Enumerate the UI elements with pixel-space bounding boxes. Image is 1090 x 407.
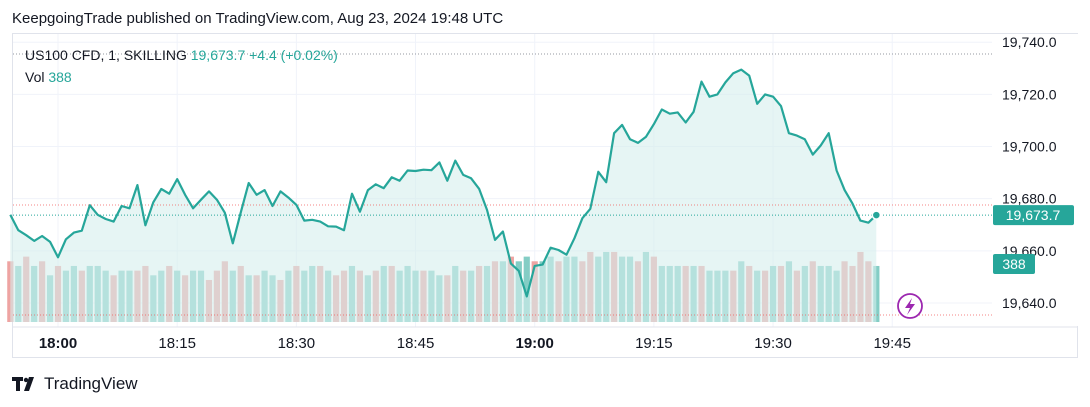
x-tick-label: 19:45 bbox=[873, 335, 911, 352]
volume-legend-value: 388 bbox=[48, 69, 72, 85]
x-tick-label: 19:30 bbox=[754, 335, 792, 352]
volume-bar bbox=[523, 256, 530, 322]
volume-legend: Vol 388 bbox=[25, 69, 72, 85]
volume-bar bbox=[873, 265, 880, 322]
lightning-icon[interactable] bbox=[897, 293, 923, 319]
y-tick-label: 19,680.0 bbox=[1002, 191, 1057, 207]
price-line bbox=[9, 68, 878, 298]
price-change: +4.4 (+0.02%) bbox=[249, 47, 338, 63]
x-tick-label: 18:30 bbox=[278, 335, 316, 352]
y-tick-label: 19,640.0 bbox=[1002, 295, 1057, 311]
last-price-label-bg bbox=[993, 205, 1074, 226]
x-tick-label: 19:00 bbox=[516, 335, 554, 352]
price-axis-bg bbox=[992, 34, 1078, 326]
y-tick-label: 19,700.0 bbox=[1002, 139, 1057, 155]
y-tick-label: 19,740.0 bbox=[1002, 34, 1057, 50]
x-tick-label: 18:00 bbox=[39, 335, 77, 352]
tradingview-logo-text: TradingView bbox=[44, 374, 138, 393]
last-price: 19,673.7 bbox=[190, 47, 246, 63]
tradingview-logo-icon bbox=[12, 377, 34, 391]
price-area bbox=[10, 69, 877, 322]
x-tick-label: 18:15 bbox=[158, 335, 196, 352]
tradingview-logo[interactable]: TradingView bbox=[12, 374, 138, 394]
last-price-label: 19,673.7 bbox=[1006, 207, 1061, 223]
x-tick-label: 19:15 bbox=[635, 335, 673, 352]
symbol-legend: US100 CFD, 1, SKILLING 19,673.7 +4.4 (+0… bbox=[25, 47, 338, 63]
last-volume-label: 388 bbox=[1002, 256, 1026, 272]
symbol-label[interactable]: US100 CFD, 1, SKILLING bbox=[25, 47, 187, 63]
y-tick-label: 19,720.0 bbox=[1002, 86, 1057, 102]
last-volume-label-bg bbox=[993, 254, 1035, 274]
last-price-marker bbox=[871, 210, 882, 220]
x-tick-label: 18:45 bbox=[397, 335, 435, 352]
volume-legend-label[interactable]: Vol bbox=[25, 69, 45, 85]
attribution-text: KeepgoingTrade published on TradingView.… bbox=[12, 10, 504, 27]
